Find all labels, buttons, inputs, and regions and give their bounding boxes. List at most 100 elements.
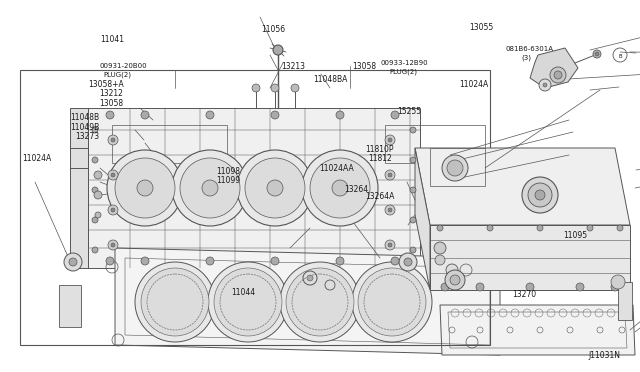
Circle shape xyxy=(108,135,118,145)
Circle shape xyxy=(611,283,619,291)
Text: 11024AA: 11024AA xyxy=(319,164,353,173)
Text: 11049B: 11049B xyxy=(70,123,100,132)
Polygon shape xyxy=(115,248,500,355)
Circle shape xyxy=(446,264,458,276)
Circle shape xyxy=(410,247,416,253)
Circle shape xyxy=(92,217,98,223)
Circle shape xyxy=(385,170,395,180)
Circle shape xyxy=(437,225,443,231)
Circle shape xyxy=(336,257,344,265)
Circle shape xyxy=(576,283,584,291)
Circle shape xyxy=(180,158,240,218)
Circle shape xyxy=(303,271,317,285)
Circle shape xyxy=(206,111,214,119)
Circle shape xyxy=(273,45,283,55)
Text: 13270: 13270 xyxy=(512,290,536,299)
Circle shape xyxy=(108,205,118,215)
Circle shape xyxy=(206,257,214,265)
Circle shape xyxy=(94,191,102,199)
Circle shape xyxy=(434,242,446,254)
Circle shape xyxy=(267,180,283,196)
Circle shape xyxy=(539,79,551,91)
Text: 13058: 13058 xyxy=(352,62,376,71)
Text: (3): (3) xyxy=(522,54,532,61)
Text: 11041: 11041 xyxy=(100,35,124,44)
Circle shape xyxy=(410,157,416,163)
Circle shape xyxy=(388,243,392,247)
Circle shape xyxy=(391,111,399,119)
Polygon shape xyxy=(88,108,420,268)
Circle shape xyxy=(388,173,392,177)
Circle shape xyxy=(385,135,395,145)
Text: PLUG(2): PLUG(2) xyxy=(104,71,132,78)
Polygon shape xyxy=(530,48,578,88)
Circle shape xyxy=(526,283,534,291)
Circle shape xyxy=(617,225,623,231)
Circle shape xyxy=(554,71,562,79)
Circle shape xyxy=(307,275,313,281)
Text: 11098: 11098 xyxy=(216,167,241,176)
Text: 11048BA: 11048BA xyxy=(314,76,348,84)
Text: B: B xyxy=(618,54,622,58)
Text: PLUG(2): PLUG(2) xyxy=(389,68,417,75)
Polygon shape xyxy=(430,225,630,290)
Polygon shape xyxy=(415,148,630,225)
Text: 11048B: 11048B xyxy=(70,113,100,122)
Circle shape xyxy=(385,205,395,215)
Circle shape xyxy=(611,275,625,289)
Circle shape xyxy=(522,177,558,213)
Polygon shape xyxy=(415,148,430,290)
Circle shape xyxy=(286,268,354,336)
Circle shape xyxy=(352,262,432,342)
Circle shape xyxy=(111,138,115,142)
Circle shape xyxy=(208,262,288,342)
Circle shape xyxy=(476,283,484,291)
Circle shape xyxy=(550,67,566,83)
Text: 13264A: 13264A xyxy=(365,192,394,201)
Bar xyxy=(59,285,81,327)
Circle shape xyxy=(291,84,299,92)
Circle shape xyxy=(252,84,260,92)
Bar xyxy=(112,125,227,163)
Circle shape xyxy=(388,138,392,142)
Circle shape xyxy=(358,268,426,336)
Circle shape xyxy=(528,183,552,207)
Circle shape xyxy=(271,111,279,119)
Circle shape xyxy=(92,247,98,253)
Circle shape xyxy=(108,170,118,180)
Circle shape xyxy=(92,187,98,193)
Circle shape xyxy=(442,155,468,181)
Circle shape xyxy=(450,275,460,285)
Text: 13212: 13212 xyxy=(99,89,123,98)
Text: 11024A: 11024A xyxy=(460,80,489,89)
Circle shape xyxy=(111,208,115,212)
Circle shape xyxy=(141,257,149,265)
Text: J11031N: J11031N xyxy=(589,351,621,360)
Circle shape xyxy=(302,150,378,226)
Text: 11812: 11812 xyxy=(368,154,392,163)
Text: 13273: 13273 xyxy=(76,132,100,141)
Text: 11044: 11044 xyxy=(232,288,256,296)
Circle shape xyxy=(202,180,218,196)
Circle shape xyxy=(107,150,183,226)
Circle shape xyxy=(385,240,395,250)
Circle shape xyxy=(64,253,82,271)
Circle shape xyxy=(108,240,118,250)
Circle shape xyxy=(172,150,248,226)
Circle shape xyxy=(106,257,114,265)
Circle shape xyxy=(141,111,149,119)
Circle shape xyxy=(537,225,543,231)
Circle shape xyxy=(115,158,175,218)
Circle shape xyxy=(399,253,417,271)
Circle shape xyxy=(141,268,209,336)
Circle shape xyxy=(587,225,593,231)
Circle shape xyxy=(595,52,599,56)
Circle shape xyxy=(435,255,445,265)
Circle shape xyxy=(535,190,545,200)
Text: 00933-12B90: 00933-12B90 xyxy=(381,60,428,66)
Circle shape xyxy=(92,127,98,133)
Bar xyxy=(385,125,485,163)
Circle shape xyxy=(593,50,601,58)
Circle shape xyxy=(391,257,399,265)
Circle shape xyxy=(111,243,115,247)
